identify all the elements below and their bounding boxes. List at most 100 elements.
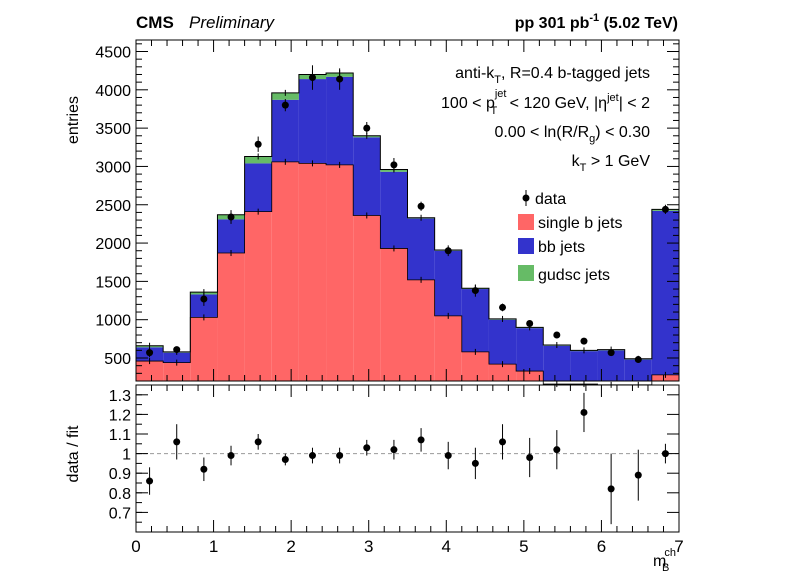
ratio-point xyxy=(526,454,534,462)
ratio-point xyxy=(308,452,316,460)
single-b-bar xyxy=(190,317,218,381)
bottom-y-axis-title: data / fit xyxy=(65,425,82,482)
ratio-y-tick-label: 1.3 xyxy=(109,388,131,405)
bb-bar xyxy=(298,79,327,164)
annotation-jet-algo: anti-kT, R=0.4 b-tagged jets xyxy=(455,65,650,86)
gudsc-bar xyxy=(271,92,299,100)
x-tick-label: 1 xyxy=(209,537,218,556)
data-point xyxy=(227,213,235,221)
legend-data-label: data xyxy=(535,191,566,208)
data-point xyxy=(634,356,642,364)
single-b-bar xyxy=(651,374,679,381)
bb-bar xyxy=(651,210,679,375)
ratio-point xyxy=(363,444,371,452)
ratio-point xyxy=(634,471,642,479)
data-point xyxy=(553,331,561,339)
single-b-bar xyxy=(380,248,408,381)
ratio-point xyxy=(417,436,425,444)
ratio-point xyxy=(580,408,588,416)
y-tick-label: 3000 xyxy=(95,159,131,176)
ratio-y-tick-label: 0.8 xyxy=(109,486,131,503)
ratio-point xyxy=(390,446,398,454)
bottom-frame xyxy=(135,384,680,533)
bb-bar xyxy=(326,76,354,165)
single-b-bar xyxy=(488,364,517,381)
preliminary-label: Preliminary xyxy=(189,13,276,32)
data-point xyxy=(390,161,398,169)
bb-bar xyxy=(488,319,517,365)
single-b-bar xyxy=(217,253,245,381)
legend-gudsc-label: gudsc jets xyxy=(538,267,610,284)
legend-single-label: single b jets xyxy=(538,215,623,232)
y-tick-label: 3500 xyxy=(95,121,131,138)
x-tick-label: 6 xyxy=(597,537,606,556)
bb-bar xyxy=(434,250,462,316)
x-axis-title: mch B xyxy=(653,547,676,574)
ratio-point xyxy=(336,452,344,460)
data-point xyxy=(200,295,208,303)
legend-bb-label: bb jets xyxy=(538,239,585,256)
single-b-bar xyxy=(163,362,191,381)
bb-bar xyxy=(543,345,571,381)
legend-entry-data: data xyxy=(522,190,566,208)
annotation-rg-range: 0.00 < ln(R/Rg) < 0.30 xyxy=(494,124,650,145)
ratio-y-tick-label: 0.7 xyxy=(109,505,131,522)
legend: data single b jets bb jets gudsc jets xyxy=(518,190,623,284)
legend-data-marker xyxy=(522,194,530,202)
ratio-point xyxy=(661,450,669,458)
single-b-bar xyxy=(353,215,381,381)
ratio-point xyxy=(607,485,615,493)
y-tick-label: 500 xyxy=(104,351,131,368)
x-tick-label: 2 xyxy=(286,537,295,556)
ratio-point xyxy=(281,455,289,463)
data-point xyxy=(661,205,669,213)
data-point xyxy=(336,75,344,83)
ratio-y-tick-label: 1.1 xyxy=(109,427,131,444)
single-b-bar xyxy=(244,211,272,381)
data-point xyxy=(499,303,507,311)
single-b-bar xyxy=(271,161,299,381)
x-tick-label: 5 xyxy=(519,537,528,556)
bb-bar xyxy=(570,351,598,381)
data-point xyxy=(471,287,479,295)
data-point xyxy=(281,101,289,109)
bb-bar xyxy=(516,328,544,372)
single-b-bar xyxy=(136,361,164,381)
bb-bar xyxy=(244,163,272,212)
y-tick-label: 1000 xyxy=(95,313,131,330)
y-tick-label: 1500 xyxy=(95,274,131,291)
bb-bar xyxy=(624,359,652,381)
x-tick-label: 7 xyxy=(674,537,683,556)
ratio-point xyxy=(471,459,479,467)
single-b-bar xyxy=(461,351,489,381)
ratio-point xyxy=(173,438,181,446)
gudsc-bar xyxy=(244,156,272,164)
data-point xyxy=(417,202,425,210)
ratio-point xyxy=(254,438,262,446)
legend-entry-gudsc: gudsc jets xyxy=(518,265,610,284)
y-tick-label: 4500 xyxy=(95,44,131,61)
legend-bb-swatch xyxy=(518,238,534,254)
bb-bar xyxy=(407,218,435,280)
single-b-bar xyxy=(407,279,435,381)
ratio-point xyxy=(200,465,208,473)
single-b-bar xyxy=(326,164,354,381)
legend-gudsc-swatch xyxy=(518,265,534,281)
annotation-pt-range: 100 < pjet T < 120 GeV, |ηjet| < 2 xyxy=(441,88,650,117)
ratio-point xyxy=(444,452,452,460)
x-tick-label: 0 xyxy=(131,537,140,556)
ratio-point xyxy=(499,438,507,446)
legend-single-swatch xyxy=(518,214,534,230)
stack-outline xyxy=(135,72,680,381)
data-point xyxy=(363,124,371,132)
bb-bar xyxy=(461,289,489,352)
ratio-y-tick-label: 1 xyxy=(122,447,131,464)
legend-entry-single: single b jets xyxy=(518,214,623,232)
x-tick-label: 3 xyxy=(364,537,373,556)
bb-bar xyxy=(163,352,191,363)
data-point xyxy=(308,74,316,82)
data-point xyxy=(173,346,181,354)
data-point xyxy=(444,247,452,255)
data-point xyxy=(254,140,262,148)
